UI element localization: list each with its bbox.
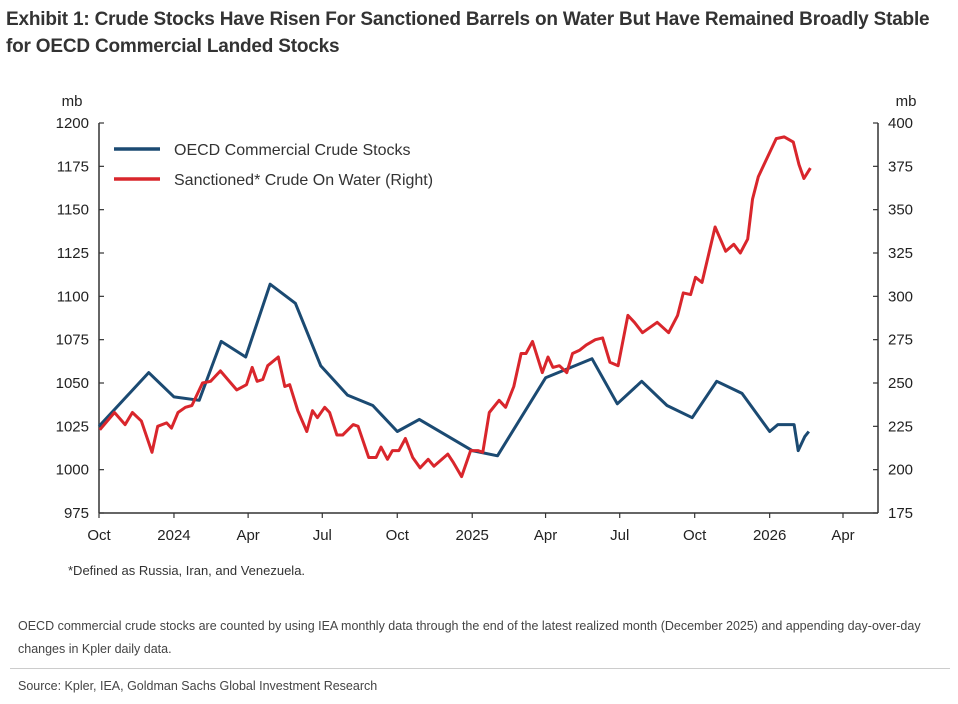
y-tick-label: 1125 — [57, 245, 89, 262]
y2-tick-label: 175 — [888, 505, 913, 522]
y2-tick-label: 350 — [888, 202, 913, 219]
x-tick-label: 2026 — [753, 527, 786, 544]
y-tick-label: 1150 — [57, 202, 89, 219]
x-tick-label: Oct — [87, 527, 111, 544]
x-tick-label: Oct — [386, 527, 410, 544]
y2-tick-label: 200 — [888, 462, 913, 479]
y2-tick-label: 275 — [888, 332, 913, 349]
divider — [10, 668, 950, 669]
y-axis-unit: mb — [62, 93, 83, 110]
y-tick-label: 1050 — [56, 375, 89, 392]
y-tick-label: 1175 — [57, 158, 89, 175]
legend-label: OECD Commercial Crude Stocks — [174, 142, 411, 159]
y-tick-label: 1000 — [56, 462, 89, 479]
series-line-1 — [98, 135, 812, 479]
legend: OECD Commercial Crude Stocks Sanctioned* … — [114, 142, 433, 189]
y2-tick-label: 300 — [888, 288, 913, 305]
axes: 975 1000 1025 1050 1075 1100 1125 1150 1175 1200 1… — [56, 93, 917, 544]
legend-label: Sanctioned* Crude On Water (Right) — [174, 172, 433, 189]
y2-tick-label: 400 — [888, 115, 913, 132]
chart-title: Exhibit 1: Crude Stocks Have Risen For S… — [6, 9, 930, 57]
x-tick-label: Apr — [534, 527, 557, 544]
x-tick-label: Jul — [610, 527, 629, 544]
source-line: Source: Kpler, IEA, Goldman Sachs Global… — [18, 679, 378, 693]
y-tick-label: 1100 — [57, 288, 89, 305]
y-tick-label: 1075 — [56, 332, 89, 349]
x-tick-label: Apr — [831, 527, 854, 544]
y2-axis-unit: mb — [896, 93, 917, 110]
line-chart: 975 1000 1025 1050 1075 1100 1125 1150 1175 1200 1… — [56, 93, 917, 544]
y-tick-label: 1025 — [56, 418, 89, 435]
y2-tick-label: 325 — [888, 245, 913, 262]
x-tick-label: 2025 — [456, 527, 489, 544]
series-line-0 — [97, 282, 810, 458]
x-tick-label: Apr — [236, 527, 259, 544]
x-tick-label: Jul — [313, 527, 332, 544]
y2-tick-label: 375 — [888, 158, 913, 175]
x-tick-label: 2024 — [157, 527, 190, 544]
x-tick-label: Oct — [683, 527, 707, 544]
y-tick-label: 975 — [64, 505, 89, 522]
series-lines — [97, 135, 812, 479]
y2-tick-label: 225 — [888, 418, 913, 435]
y-tick-label: 1200 — [56, 115, 89, 132]
y2-tick-label: 250 — [888, 375, 913, 392]
methodology-note: OECD commercial crude stocks are counted… — [18, 619, 921, 656]
footnote: *Defined as Russia, Iran, and Venezuela. — [68, 563, 306, 578]
